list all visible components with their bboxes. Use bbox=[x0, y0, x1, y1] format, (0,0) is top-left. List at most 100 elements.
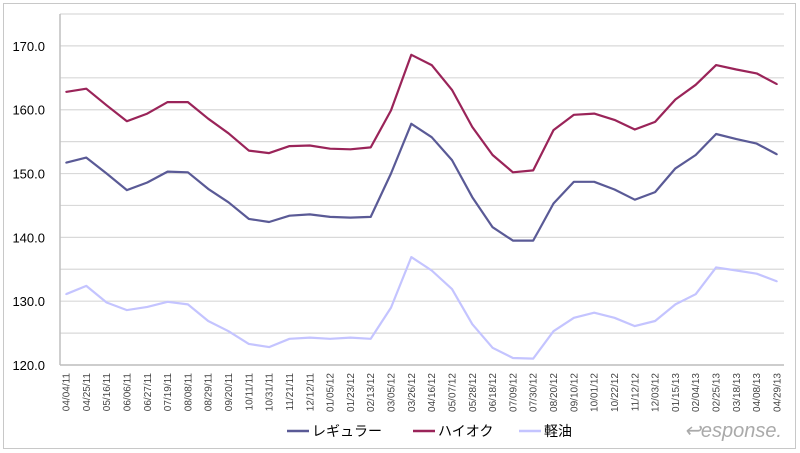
x-tick-label: 02/25/13 bbox=[712, 373, 723, 412]
data-point bbox=[654, 191, 656, 193]
x-tick-label: 10/31/11 bbox=[265, 373, 276, 412]
data-point bbox=[187, 101, 189, 103]
x-tick-label: 11/21/11 bbox=[285, 373, 296, 411]
data-point bbox=[491, 226, 494, 228]
y-tick-label: 140.0 bbox=[12, 230, 45, 245]
data-point bbox=[207, 188, 209, 190]
data-point bbox=[471, 323, 474, 325]
data-point bbox=[573, 114, 575, 116]
data-point bbox=[552, 330, 555, 332]
x-tick-label: 08/20/12 bbox=[549, 373, 560, 412]
data-point bbox=[410, 54, 413, 56]
data-point bbox=[674, 167, 677, 170]
data-point bbox=[248, 218, 250, 220]
data-point bbox=[126, 120, 128, 123]
data-point bbox=[65, 91, 67, 93]
data-point bbox=[288, 214, 291, 217]
data-point bbox=[593, 112, 595, 115]
data-point bbox=[349, 148, 352, 151]
data-point bbox=[105, 172, 108, 175]
x-tick-label: 07/09/12 bbox=[508, 373, 519, 412]
x-tick-label: 04/25/11 bbox=[82, 373, 93, 412]
data-point bbox=[613, 316, 616, 319]
data-point bbox=[65, 293, 67, 295]
x-tick-label: 12/03/12 bbox=[651, 373, 662, 412]
x-tick-label: 12/12/11 bbox=[305, 373, 316, 412]
data-point bbox=[227, 132, 230, 135]
data-point bbox=[85, 156, 88, 159]
data-point bbox=[552, 129, 555, 131]
data-point bbox=[227, 330, 230, 332]
data-point bbox=[532, 239, 535, 242]
data-point bbox=[187, 303, 189, 306]
data-point bbox=[451, 89, 453, 91]
x-tick-label: 05/16/11 bbox=[102, 373, 113, 412]
data-point bbox=[512, 357, 514, 359]
data-point bbox=[308, 213, 311, 216]
x-tick-label: 09/10/12 bbox=[569, 373, 580, 412]
data-point bbox=[126, 309, 128, 311]
data-point bbox=[634, 128, 636, 131]
data-point bbox=[349, 216, 352, 219]
data-point bbox=[755, 72, 758, 75]
data-point bbox=[471, 196, 474, 198]
data-point bbox=[166, 101, 169, 103]
x-tick-label: 08/08/11 bbox=[183, 373, 194, 412]
data-point bbox=[126, 189, 128, 191]
legend-item: レギュラー bbox=[287, 423, 382, 439]
y-tick-label: 130.0 bbox=[12, 294, 45, 309]
data-point bbox=[390, 109, 392, 112]
x-tick-label: 04/04/11 bbox=[62, 373, 73, 412]
data-point bbox=[634, 198, 636, 201]
data-point bbox=[288, 338, 291, 340]
x-tick-label: 04/29/13 bbox=[773, 373, 784, 412]
x-tick-label: 03/18/13 bbox=[732, 373, 743, 412]
data-point bbox=[268, 221, 270, 223]
data-point bbox=[410, 122, 413, 125]
x-tick-label: 06/27/11 bbox=[143, 373, 154, 412]
x-tick-label: 07/19/11 bbox=[163, 373, 174, 412]
x-tick-label: 06/06/11 bbox=[122, 373, 133, 412]
data-point bbox=[248, 149, 250, 152]
data-point bbox=[755, 142, 758, 145]
data-point bbox=[390, 306, 392, 309]
series-line-1 bbox=[65, 122, 778, 242]
data-point bbox=[207, 320, 209, 322]
x-tick-label: 03/05/12 bbox=[387, 373, 398, 412]
data-point bbox=[674, 98, 677, 101]
x-tick-label: 05/07/12 bbox=[447, 373, 458, 412]
data-point bbox=[105, 104, 108, 107]
x-tick-label: 01/05/12 bbox=[326, 373, 337, 412]
legend-label: レギュラー bbox=[312, 423, 382, 439]
legend-label: ハイオク bbox=[438, 423, 493, 439]
data-point bbox=[451, 159, 453, 161]
data-point bbox=[146, 181, 149, 184]
data-point bbox=[369, 338, 372, 340]
legend-item: ハイオク bbox=[413, 423, 493, 439]
data-point bbox=[532, 357, 535, 360]
data-point bbox=[349, 336, 352, 339]
data-point bbox=[187, 171, 189, 174]
data-point bbox=[85, 285, 88, 287]
data-point bbox=[390, 172, 392, 175]
data-point bbox=[451, 288, 453, 290]
x-tick-label: 06/18/12 bbox=[488, 373, 499, 412]
data-point bbox=[369, 146, 372, 149]
x-tick-label: 01/15/13 bbox=[671, 373, 682, 412]
y-tick-label: 150.0 bbox=[12, 167, 45, 182]
data-point bbox=[735, 68, 738, 71]
data-point bbox=[329, 216, 331, 218]
data-point bbox=[735, 269, 738, 272]
data-point bbox=[634, 325, 636, 327]
y-tick-label: 160.0 bbox=[12, 103, 45, 118]
data-point bbox=[207, 117, 209, 120]
data-point bbox=[491, 346, 494, 349]
data-point bbox=[573, 316, 575, 319]
data-point bbox=[430, 269, 433, 272]
data-point bbox=[65, 161, 67, 164]
chart-frame bbox=[3, 3, 796, 449]
data-point bbox=[715, 133, 717, 135]
data-point bbox=[512, 171, 514, 174]
data-point bbox=[471, 126, 474, 128]
